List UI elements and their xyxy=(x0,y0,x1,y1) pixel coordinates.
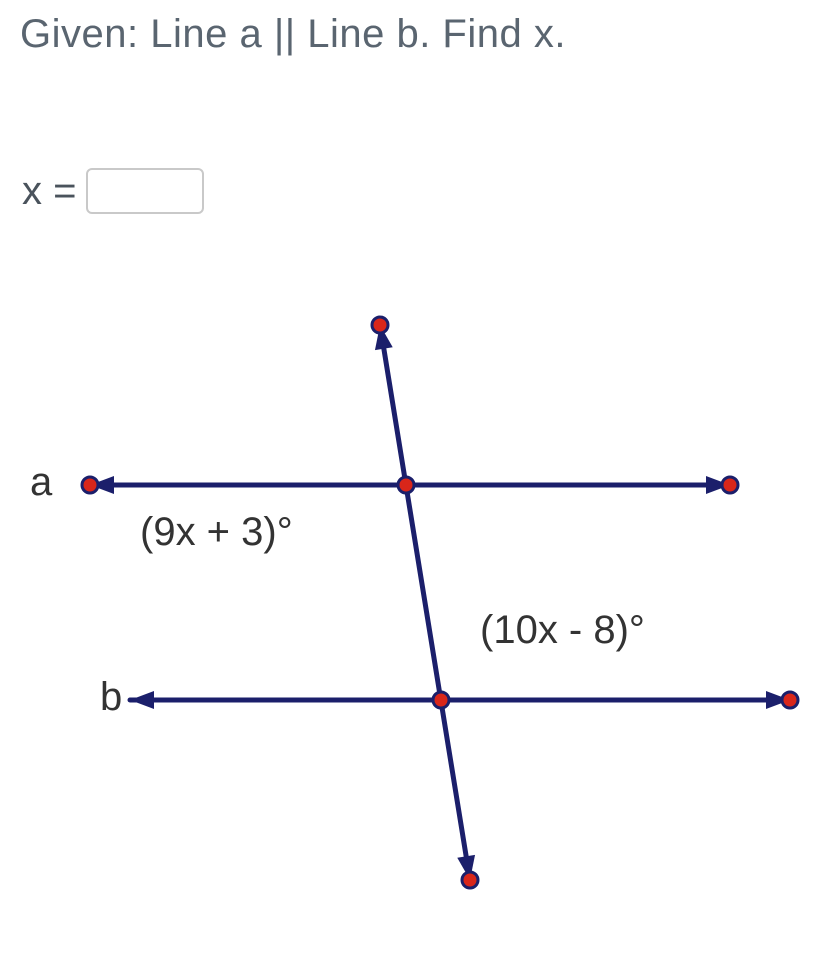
angle-a-label: (9x + 3)° xyxy=(140,510,293,555)
line-a-label: a xyxy=(30,460,52,505)
answer-row: x = xyxy=(22,168,204,214)
problem-prompt: Given: Line a || Line b. Find x. xyxy=(20,12,566,57)
answer-input[interactable] xyxy=(86,168,204,214)
diagram-svg xyxy=(0,310,822,950)
answer-prefix: x = xyxy=(22,169,76,214)
angle-b-label: (10x - 8)° xyxy=(480,608,645,653)
line-b-label: b xyxy=(100,675,122,720)
geometry-diagram: a b (9x + 3)° (10x - 8)° xyxy=(0,310,822,950)
